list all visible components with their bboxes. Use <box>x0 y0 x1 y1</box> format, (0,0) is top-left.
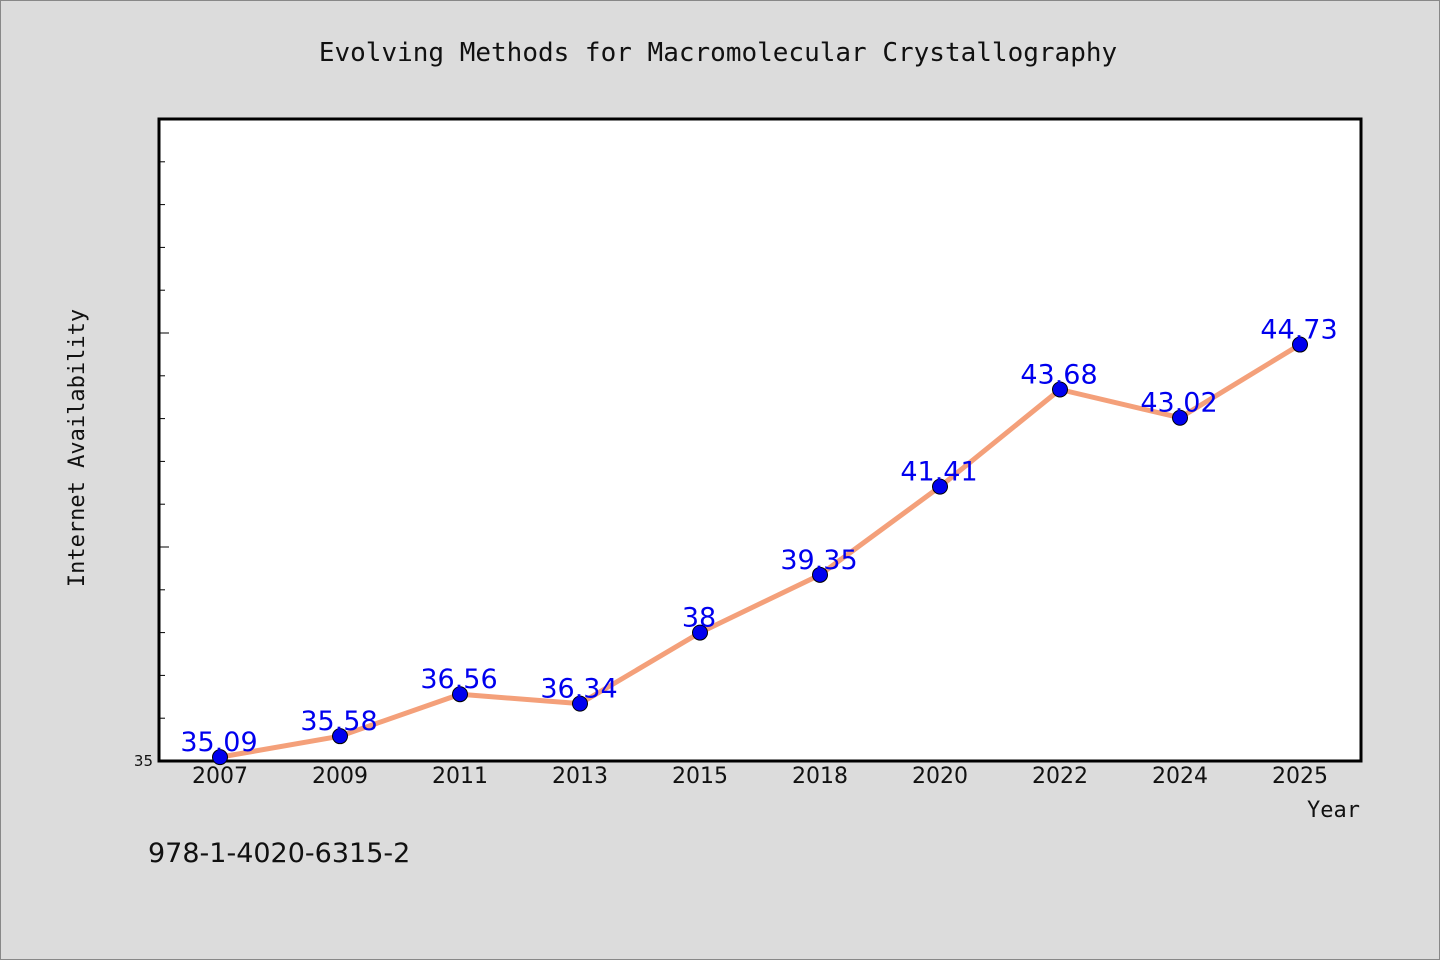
series-line-group <box>217 342 1303 760</box>
footer-isbn: 978-1-4020-6315-2 <box>148 838 410 869</box>
x-tick-label: 2022 <box>1032 764 1088 789</box>
data-label: 35.09 <box>180 727 257 758</box>
data-point <box>452 686 468 703</box>
data-label: 36.34 <box>540 674 617 705</box>
data-point <box>1292 336 1308 353</box>
x-tick-label: 2018 <box>792 764 848 789</box>
data-label: 41.41 <box>900 457 977 488</box>
data-point <box>212 749 228 766</box>
data-label: 43.68 <box>1020 359 1097 390</box>
data-point <box>692 624 708 641</box>
y-axis-ticks: 35 <box>134 118 169 770</box>
x-tick-label: 2025 <box>1272 764 1328 789</box>
data-label: 38 <box>682 603 716 634</box>
data-label: 35.58 <box>300 706 377 737</box>
x-tick-label: 2024 <box>1152 764 1208 789</box>
plot-area <box>157 117 1363 763</box>
data-point <box>932 478 948 495</box>
data-label: 43.02 <box>1140 388 1217 419</box>
data-point <box>1172 409 1188 426</box>
series-line <box>217 342 1303 760</box>
x-tick-label: 2007 <box>192 764 248 789</box>
data-point <box>332 728 348 745</box>
chart-title: Evolving Methods for Macromolecular Crys… <box>319 38 1117 68</box>
data-points <box>212 336 1308 766</box>
y-tick-label: 35 <box>134 752 153 770</box>
data-label: 39.35 <box>780 545 857 576</box>
x-axis-label: Year <box>1307 798 1360 823</box>
x-tick-label: 2013 <box>552 764 608 789</box>
data-label: 36.56 <box>420 664 497 695</box>
data-point <box>1052 381 1068 398</box>
data-point <box>812 566 828 583</box>
y-axis-label: Internet Availability <box>65 309 90 587</box>
data-labels: 35.09 35.58 36.56 36.34 38 39.35 41.41 43.68 43.… <box>180 315 1337 759</box>
x-tick-label: 2015 <box>672 764 728 789</box>
data-point <box>572 695 588 712</box>
x-tick-label: 2009 <box>312 764 368 789</box>
x-axis-tick-labels: 2007 2009 2011 2013 2015 2018 2020 2022 2024 2025 <box>192 764 1328 789</box>
x-tick-label: 2011 <box>432 764 488 789</box>
x-tick-label: 2020 <box>912 764 968 789</box>
data-label: 44.73 <box>1260 315 1337 346</box>
